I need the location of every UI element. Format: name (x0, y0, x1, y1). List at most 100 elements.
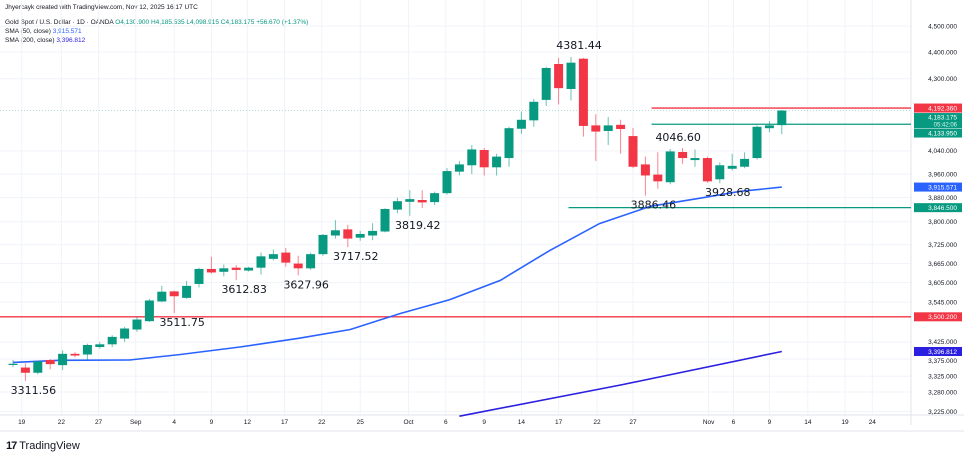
candle-body[interactable] (355, 233, 365, 238)
candle-body[interactable] (169, 291, 179, 297)
candle-body[interactable] (368, 230, 378, 236)
candle-body[interactable] (157, 291, 167, 302)
time-tick-label: 27 (95, 419, 103, 426)
candle-body[interactable] (430, 193, 440, 203)
candle-body[interactable] (504, 128, 514, 159)
time-tick-label: 22 (593, 419, 601, 426)
price-tick-label: 3,375.000 (928, 358, 957, 365)
time-tick-label: 14 (804, 419, 812, 426)
candle-body[interactable] (752, 126, 762, 159)
candle-body[interactable] (727, 165, 737, 169)
candle-body[interactable] (566, 62, 576, 89)
candle-body[interactable] (107, 336, 117, 345)
price-annotation: 4046.60 (655, 131, 701, 144)
candle-body[interactable] (479, 150, 489, 168)
price-annotation: 3717.52 (333, 250, 379, 263)
candle-body[interactable] (603, 125, 613, 131)
candle-body[interactable] (764, 125, 774, 129)
time-tick-label: 9 (768, 419, 772, 426)
time-tick-label: Nov (703, 419, 715, 426)
candle-body[interactable] (578, 58, 588, 126)
time-tick-label: 9 (482, 419, 486, 426)
candle-body[interactable] (206, 268, 216, 273)
candle-body[interactable] (268, 254, 278, 259)
brand-name: TradingView (19, 440, 80, 452)
tradingview-brand[interactable]: 17 TradingView (6, 440, 80, 452)
candle-body[interactable] (82, 344, 92, 355)
candle-body[interactable] (281, 252, 291, 263)
candle-body[interactable] (95, 344, 105, 348)
candle-body[interactable] (33, 361, 43, 373)
sma50-legend[interactable]: SMA (50, close) 3,915.571 (5, 28, 82, 35)
time-tick-label: 17 (555, 419, 563, 426)
price-annotation: 4381.44 (556, 39, 602, 52)
price-annotation: 3819.42 (395, 219, 441, 232)
candle-body[interactable] (405, 199, 415, 202)
candle-body[interactable] (516, 119, 526, 129)
candle-body[interactable] (665, 151, 675, 183)
candle-body[interactable] (529, 101, 539, 121)
sma200-line[interactable] (459, 350, 782, 417)
candle-body[interactable] (616, 124, 626, 130)
candle-body[interactable] (182, 285, 192, 298)
candle-body[interactable] (256, 256, 266, 268)
candle-body[interactable] (591, 125, 601, 132)
candle-body[interactable] (144, 300, 154, 322)
candle-body[interactable] (380, 209, 390, 232)
ohlc-change: +56.670 (+1.37%) (256, 19, 309, 26)
ohlc-high: H4,185.535 (150, 19, 185, 26)
candle-body[interactable] (554, 64, 564, 89)
candle-body[interactable] (628, 136, 638, 167)
candle-body[interactable] (417, 200, 427, 203)
sma50-price-tag-bg (914, 182, 962, 192)
price-tick-label: 3,880.000 (928, 195, 957, 202)
time-tick-label: 14 (518, 419, 526, 426)
price-annotation: 3627.96 (283, 278, 329, 291)
candle-body[interactable] (20, 367, 30, 373)
candle-body[interactable] (715, 165, 725, 180)
candle-body[interactable] (58, 353, 68, 366)
bar-countdown: 05:42:06 (934, 123, 958, 129)
candle-body[interactable] (492, 156, 502, 168)
sma200-legend[interactable]: SMA (200, close) 3,396.812 (5, 37, 85, 44)
price-tick-label: 4,040.000 (928, 148, 957, 155)
candle-body[interactable] (442, 171, 452, 194)
candle-body[interactable] (777, 110, 787, 126)
sma200-value: 3,396.812 (56, 37, 86, 44)
candle-body[interactable] (231, 267, 241, 270)
candle-body[interactable] (653, 174, 663, 182)
candle-body[interactable] (330, 230, 340, 236)
candle-body[interactable] (8, 363, 18, 365)
level-price-tag-bg (914, 312, 962, 322)
candle-body[interactable] (318, 234, 328, 255)
candle-body[interactable] (702, 158, 712, 182)
candle-body[interactable] (541, 67, 551, 100)
last-price-tag-bg (914, 113, 962, 129)
candle-body[interactable] (70, 353, 80, 356)
time-tick-label: 12 (244, 419, 252, 426)
price-chart[interactable]: 19 22 27 Sep 4 9 12 17 22 25 Oct 6 9 14 17 22 27 Nov 6 9 14 1… (0, 0, 964, 435)
price-annotation: 3928.68 (705, 186, 751, 199)
candle-body[interactable] (690, 158, 700, 161)
candle-body[interactable] (293, 263, 303, 269)
candle-body[interactable] (45, 359, 55, 365)
candle-body[interactable] (306, 254, 316, 269)
candle-body[interactable] (640, 164, 650, 176)
price-annotation: 3612.83 (221, 283, 267, 296)
candle-body[interactable] (120, 328, 130, 339)
candle-body[interactable] (132, 319, 142, 330)
symbol-name[interactable]: Gold Spot / U.S. Dollar · 1D · OANDA (5, 19, 114, 26)
candle-body[interactable] (467, 149, 477, 166)
candle-body[interactable] (343, 229, 353, 239)
candle-body[interactable] (219, 268, 229, 272)
candle-body[interactable] (194, 268, 204, 284)
candle-body[interactable] (678, 152, 688, 159)
level-price-tag: 4,192.360 (928, 105, 957, 112)
candle-body[interactable] (244, 267, 254, 271)
candle-body[interactable] (740, 158, 750, 167)
candle-body[interactable] (392, 201, 402, 210)
sma50-line[interactable] (12, 186, 782, 364)
candle-body[interactable] (454, 164, 464, 172)
ohlc-close: C4,183.175 (220, 19, 255, 26)
level-price-tag-bg (914, 103, 962, 113)
